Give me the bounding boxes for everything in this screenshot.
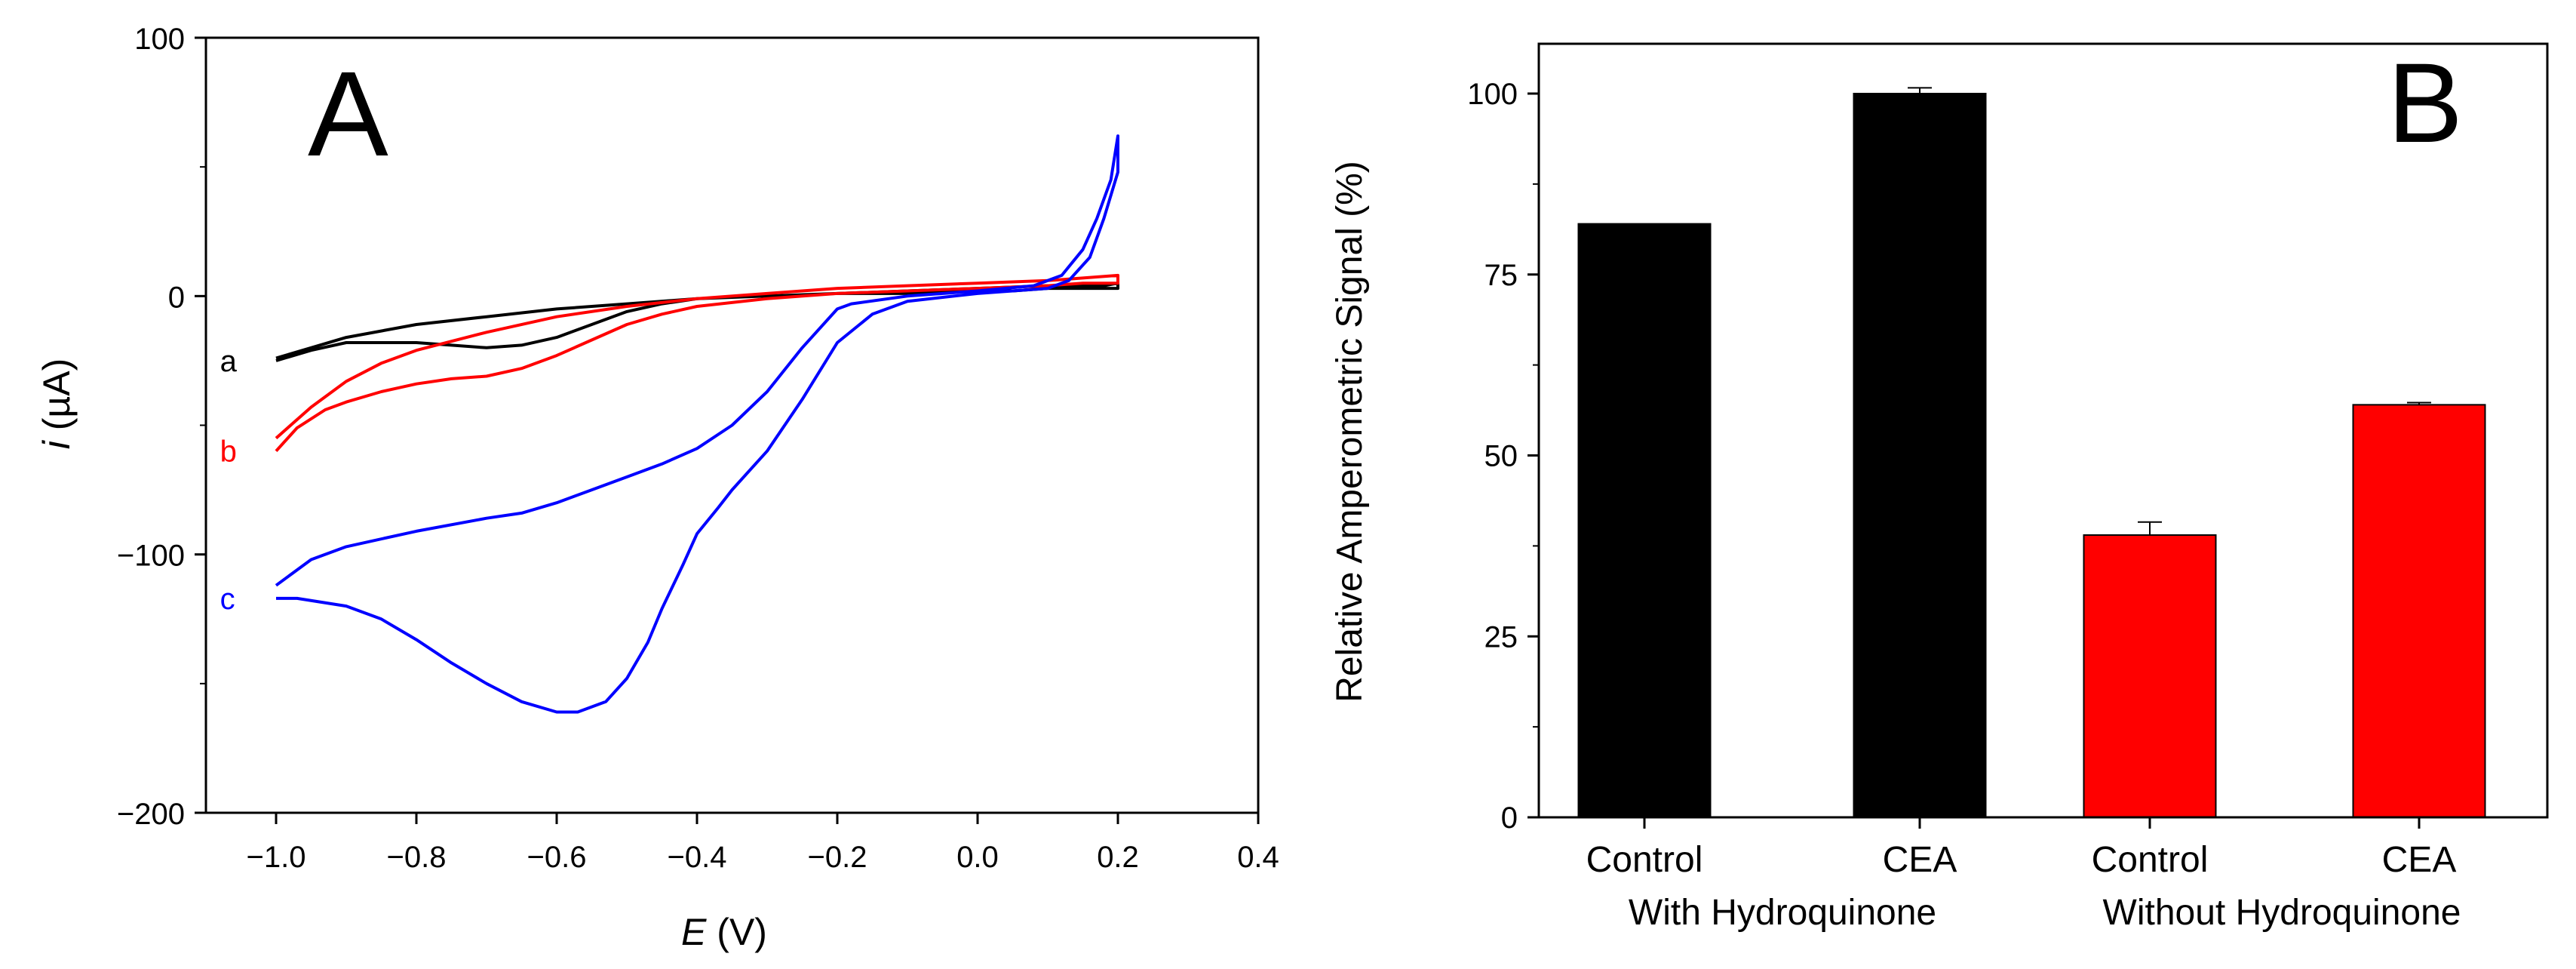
panel-b-chart: B 0 25 50 75 100 Control CEA Control CEA With H… bbox=[1330, 39, 2549, 933]
y-tick-label: 50 bbox=[1485, 440, 1518, 473]
category-label: Control bbox=[1586, 840, 1703, 880]
x-tick-label: −0.2 bbox=[808, 841, 867, 874]
group-label-without-hydroquinone: Without Hydroquinone bbox=[2103, 893, 2461, 933]
y-tick-label: 75 bbox=[1485, 259, 1518, 292]
panel-a-label: A bbox=[308, 46, 388, 181]
panel-b-y-axis-title: Relative Amperometric Signal (%) bbox=[1330, 161, 1370, 703]
bar-2 bbox=[1853, 93, 1987, 818]
y-tick-label: 0 bbox=[1501, 801, 1518, 835]
x-tick-label: 0.4 bbox=[1237, 841, 1279, 874]
category-label: Control bbox=[2092, 840, 2209, 880]
y-tick-label: −200 bbox=[117, 798, 185, 831]
y-tick-label: 100 bbox=[134, 23, 185, 56]
bar-3 bbox=[2083, 534, 2217, 818]
y-tick-label: 0 bbox=[168, 281, 185, 314]
series-c-curve bbox=[275, 134, 1119, 714]
panel-a-plot-frame bbox=[204, 36, 1260, 814]
series-b-label: b bbox=[220, 435, 237, 469]
panel-a-x-axis-title: E (V) bbox=[681, 911, 767, 953]
series-a-label: a bbox=[220, 345, 238, 378]
x-tick-label: −0.6 bbox=[527, 841, 587, 874]
group-label-with-hydroquinone: With Hydroquinone bbox=[1629, 893, 1936, 933]
x-tick-label: 0.0 bbox=[956, 841, 999, 874]
y-tick-label: −100 bbox=[117, 540, 185, 573]
x-tick-label: −0.4 bbox=[668, 841, 727, 874]
bar-1 bbox=[1577, 223, 1712, 818]
x-tick-label: −0.8 bbox=[387, 841, 447, 874]
x-tick-label: −1.0 bbox=[247, 841, 306, 874]
panel-b-label: B bbox=[2387, 39, 2463, 166]
y-tick-label: 100 bbox=[1467, 78, 1518, 111]
bar-4 bbox=[2352, 404, 2486, 818]
series-c-label: c bbox=[220, 583, 235, 616]
panel-a-chart: A −1.0 −0.8 −0.6 −0.4 −0.2 0.0 0.2 0.4 100 0 −100 −… bbox=[35, 23, 1279, 953]
y-tick-label: 25 bbox=[1485, 620, 1518, 654]
series-a-curve bbox=[275, 281, 1119, 362]
panel-b-plot-frame bbox=[1537, 42, 2549, 819]
panel-a-y-axis-title: i (µA) bbox=[35, 358, 78, 449]
category-label: CEA bbox=[2382, 840, 2457, 880]
series-b-curve bbox=[275, 273, 1119, 453]
category-label: CEA bbox=[1883, 840, 1957, 880]
x-tick-label: 0.2 bbox=[1097, 841, 1139, 874]
